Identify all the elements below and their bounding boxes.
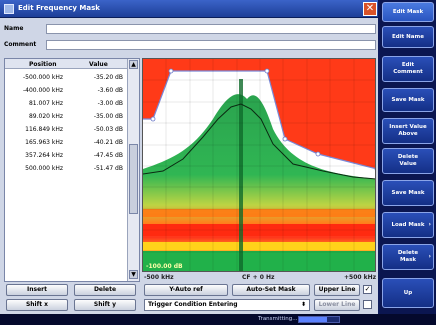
- softkey-save-mask[interactable]: Save Mask: [382, 180, 434, 206]
- column-header-value[interactable]: Value: [89, 61, 108, 68]
- softkey-label: Edit Mask: [392, 8, 424, 15]
- softkey-delete-mask[interactable]: Delete Mask ›: [382, 244, 434, 270]
- row-position[interactable]: 89.020 kHz: [28, 113, 63, 120]
- table-header: Position Value: [5, 59, 127, 69]
- shift-x-button[interactable]: Shift x: [6, 299, 68, 311]
- softkey-up[interactable]: Up: [382, 278, 434, 308]
- spectrum-graphic: [143, 59, 375, 271]
- row-value[interactable]: -40.21 dB: [93, 139, 123, 146]
- table-scrollbar[interactable]: ▲ ▼: [127, 59, 139, 281]
- column-header-position[interactable]: Position: [29, 61, 57, 68]
- window-title: Edit Frequency Mask: [18, 4, 100, 12]
- upper-line-checkbox[interactable]: ✓: [363, 285, 372, 294]
- comment-field[interactable]: [46, 40, 376, 50]
- lower-line-button[interactable]: Lower Line: [314, 299, 360, 311]
- softkey-edit-comment[interactable]: Edit Comment: [382, 56, 434, 82]
- delete-button[interactable]: Delete: [74, 284, 136, 296]
- table-row[interactable]: 89.020 kHz -35.00 dB: [5, 110, 127, 122]
- y-axis-bottom-label: -100.00 dB: [146, 263, 183, 270]
- table-row[interactable]: -500.000 kHz -35.20 dB: [5, 71, 127, 83]
- close-icon: ✕: [365, 3, 375, 14]
- row-position[interactable]: -500.000 kHz: [22, 74, 63, 81]
- name-field[interactable]: [46, 24, 376, 34]
- status-text: Transmitting...: [258, 316, 298, 322]
- row-value[interactable]: -3.60 dB: [97, 87, 123, 94]
- row-value[interactable]: -47.45 dB: [93, 152, 123, 159]
- softkey-insert-value-above[interactable]: Insert Value Above: [382, 118, 434, 144]
- softkey-label: Delete Mask: [397, 250, 419, 263]
- softkey-label: Save Mask: [391, 96, 425, 103]
- close-button[interactable]: ✕: [363, 2, 377, 16]
- softkey-edit-name[interactable]: Edit Name: [382, 26, 434, 48]
- row-position[interactable]: 165.963 kHz: [25, 139, 63, 146]
- softkey-label: Delete Value: [397, 154, 419, 167]
- y-auto-ref-button[interactable]: Y-Auto ref: [144, 284, 228, 296]
- softkey-label: Edit Name: [392, 33, 424, 40]
- x-axis-left-label: -500 kHz: [144, 274, 174, 281]
- row-position[interactable]: -400.000 kHz: [22, 87, 63, 94]
- row-value[interactable]: -3.00 dB: [97, 100, 123, 107]
- softkey-label: Insert Value Above: [389, 124, 427, 137]
- upper-line-button[interactable]: Upper Line: [314, 284, 360, 296]
- title-bar: Edit Frequency Mask ✕: [0, 0, 378, 18]
- softkey-save-mask[interactable]: Save Mask: [382, 88, 434, 112]
- table-row[interactable]: 500.000 kHz -51.47 dB: [5, 162, 127, 174]
- row-value[interactable]: -51.47 dB: [93, 165, 123, 172]
- softkey-load-mask[interactable]: Load Mask ›: [382, 212, 434, 238]
- table-row[interactable]: 357.264 kHz -47.45 dB: [5, 149, 127, 161]
- comment-row: Comment: [4, 40, 378, 50]
- x-axis-right-label: +500 kHz: [344, 274, 377, 281]
- row-value[interactable]: -50.03 dB: [93, 126, 123, 133]
- scroll-up-icon[interactable]: ▲: [129, 60, 138, 69]
- lower-line-checkbox[interactable]: [363, 300, 372, 309]
- mask-points-table[interactable]: Position Value -500.000 kHz -35.20 dB -400…: [4, 58, 140, 282]
- insert-button[interactable]: Insert: [6, 284, 68, 296]
- trigger-condition-select[interactable]: Trigger Condition Entering ⬍: [144, 299, 310, 311]
- x-axis-center-label: CF + 0 Hz: [242, 274, 275, 281]
- spectrum-mask-plot[interactable]: -100.00 dB: [142, 58, 376, 272]
- softkey-panel: Edit Mask Edit Name Edit Comment Save Mask I…: [380, 0, 436, 314]
- scroll-thumb[interactable]: [129, 144, 138, 214]
- name-row: Name: [4, 24, 378, 34]
- submenu-arrow-icon: ›: [428, 221, 431, 228]
- table-row[interactable]: 165.963 kHz -40.21 dB: [5, 136, 127, 148]
- window-icon: [4, 4, 14, 14]
- row-position[interactable]: 81.007 kHz: [28, 100, 63, 107]
- row-position[interactable]: 357.264 kHz: [25, 152, 63, 159]
- table-row[interactable]: 81.007 kHz -3.00 dB: [5, 97, 127, 109]
- softkey-delete-value[interactable]: Delete Value: [382, 148, 434, 174]
- auto-set-mask-button[interactable]: Auto-Set Mask: [232, 284, 310, 296]
- table-row[interactable]: 116.849 kHz -50.03 dB: [5, 123, 127, 135]
- softkey-label: Load Mask: [391, 221, 425, 228]
- row-position[interactable]: 500.000 kHz: [25, 165, 63, 172]
- softkey-edit-mask[interactable]: Edit Mask: [382, 2, 434, 22]
- edit-mask-dialog: Name Comment Position Value -500.000 kHz…: [0, 18, 378, 314]
- row-value[interactable]: -35.00 dB: [93, 113, 123, 120]
- softkey-label: Save Mask: [391, 189, 425, 196]
- status-progress-fill: [299, 317, 327, 322]
- status-progress: [298, 316, 340, 323]
- trigger-condition-value: Trigger Condition Entering: [148, 301, 238, 308]
- name-label: Name: [4, 25, 24, 32]
- dropdown-arrow-icon: ⬍: [300, 301, 306, 308]
- table-row[interactable]: -400.000 kHz -3.60 dB: [5, 84, 127, 96]
- comment-label: Comment: [4, 41, 37, 48]
- shift-y-button[interactable]: Shift y: [74, 299, 136, 311]
- softkey-label: Up: [403, 289, 413, 296]
- row-value[interactable]: -35.20 dB: [93, 74, 123, 81]
- row-position[interactable]: 116.849 kHz: [25, 126, 63, 133]
- softkey-label: Edit Comment: [393, 62, 423, 75]
- status-bar: Transmitting...: [0, 314, 436, 325]
- submenu-arrow-icon: ›: [428, 253, 431, 260]
- scroll-down-icon[interactable]: ▼: [129, 270, 138, 279]
